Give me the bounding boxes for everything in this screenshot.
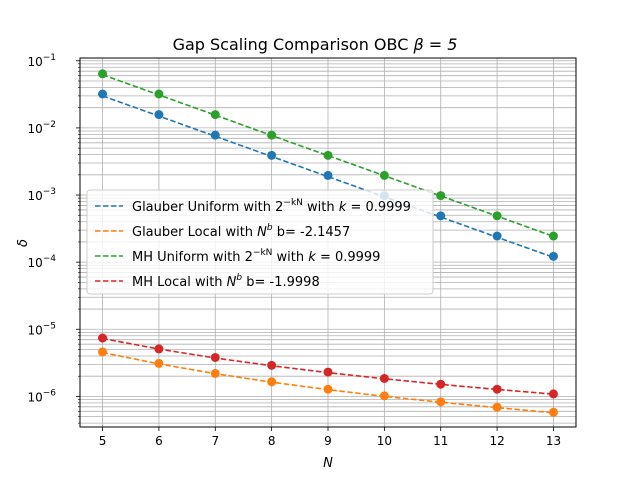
series-3 bbox=[98, 69, 558, 241]
y-tick-label: 10−4 bbox=[27, 254, 56, 270]
series-1-point bbox=[267, 150, 277, 160]
x-tick-label: 7 bbox=[211, 434, 219, 448]
legend-label-2: Glauber Local with Nb b= -2.1457 bbox=[132, 223, 350, 240]
series-2 bbox=[98, 347, 558, 417]
legend-frame bbox=[86, 189, 434, 295]
series-3-point bbox=[98, 69, 108, 79]
y-tick-label: 10−5 bbox=[27, 321, 56, 337]
x-tick-label: 11 bbox=[433, 434, 448, 448]
y-tick-label: 10−2 bbox=[27, 120, 56, 136]
y-tick-exponent: −4 bbox=[43, 254, 57, 264]
legend: Glauber Uniform with 2−kN with k = 0.999… bbox=[86, 189, 434, 295]
series-3-point bbox=[323, 150, 333, 160]
x-tick-label: 5 bbox=[99, 434, 107, 448]
y-tick-label: 10−3 bbox=[27, 187, 56, 203]
x-tick-label: 6 bbox=[155, 434, 163, 448]
series-1-point bbox=[323, 170, 333, 180]
legend-label-4: MH Local with Nb b= -1.9998 bbox=[132, 273, 320, 290]
series-2-point bbox=[267, 377, 277, 387]
series-2-point bbox=[323, 384, 333, 394]
y-tick-label: 10−6 bbox=[27, 388, 56, 404]
y-axis-label: δ bbox=[16, 239, 31, 247]
series-4-point bbox=[492, 384, 502, 394]
series-1-point bbox=[154, 110, 164, 120]
series-1-point bbox=[210, 130, 220, 140]
series-3-point bbox=[548, 231, 558, 241]
chart-title-math: β = 5 bbox=[412, 35, 457, 54]
y-tick-label: 10−1 bbox=[27, 53, 56, 69]
series-4-point bbox=[210, 352, 220, 362]
series-2-point bbox=[492, 402, 502, 412]
series-3-point bbox=[267, 130, 277, 140]
series-2-point bbox=[154, 358, 164, 368]
y-tick-base: 10 bbox=[27, 390, 42, 404]
series-2-point bbox=[379, 391, 389, 401]
y-tick-exponent: −5 bbox=[43, 321, 56, 331]
y-tick-base: 10 bbox=[27, 122, 42, 136]
series-2-point bbox=[210, 368, 220, 378]
series-3-point bbox=[154, 89, 164, 99]
series-2-point bbox=[436, 397, 446, 407]
series-2-point bbox=[98, 347, 108, 357]
series-4-point bbox=[267, 360, 277, 370]
y-tick-exponent: −1 bbox=[43, 53, 56, 63]
series-4-point bbox=[323, 367, 333, 377]
series-3-point bbox=[436, 191, 446, 201]
y-tick-base: 10 bbox=[27, 189, 42, 203]
series-layer bbox=[98, 69, 558, 417]
series-4-point bbox=[379, 373, 389, 383]
series-4-point bbox=[98, 333, 108, 343]
series-3-point bbox=[379, 170, 389, 180]
y-tick-exponent: −2 bbox=[43, 120, 56, 130]
x-axis-label: N bbox=[323, 456, 333, 471]
legend-label-3: MH Uniform with 2−kN with k = 0.9999 bbox=[132, 248, 380, 265]
y-tick-exponent: −3 bbox=[43, 187, 56, 197]
chart-title-text: Gap Scaling Comparison OBC bbox=[173, 35, 414, 54]
y-tick-base: 10 bbox=[27, 55, 42, 69]
series-2-point bbox=[548, 407, 558, 417]
series-3-point bbox=[210, 110, 220, 120]
series-4-point bbox=[436, 379, 446, 389]
y-tick-base: 10 bbox=[27, 323, 42, 337]
legend-label-1: Glauber Uniform with 2−kN with k = 0.999… bbox=[132, 198, 411, 215]
series-3-point bbox=[492, 211, 502, 221]
series-4-point bbox=[548, 389, 558, 399]
series-1-point bbox=[436, 211, 446, 221]
y-axis-ticks: 10−610−510−410−310−210−1 bbox=[27, 53, 80, 424]
series-4-point bbox=[154, 344, 164, 354]
x-axis-ticks: 5 6 7 8 9 10 11 12 13 bbox=[99, 427, 561, 448]
x-tick-label: 10 bbox=[377, 434, 392, 448]
series-1-point bbox=[548, 251, 558, 261]
series-4 bbox=[98, 333, 558, 399]
x-tick-label: 8 bbox=[268, 434, 276, 448]
x-tick-label: 9 bbox=[324, 434, 332, 448]
y-tick-base: 10 bbox=[27, 256, 42, 270]
x-tick-label: 13 bbox=[546, 434, 561, 448]
chart-title: Gap Scaling Comparison OBC β = 5 bbox=[173, 35, 458, 54]
series-1-point bbox=[98, 89, 108, 99]
series-1-point bbox=[492, 231, 502, 241]
x-tick-label: 12 bbox=[489, 434, 504, 448]
y-tick-exponent: −6 bbox=[43, 388, 57, 398]
